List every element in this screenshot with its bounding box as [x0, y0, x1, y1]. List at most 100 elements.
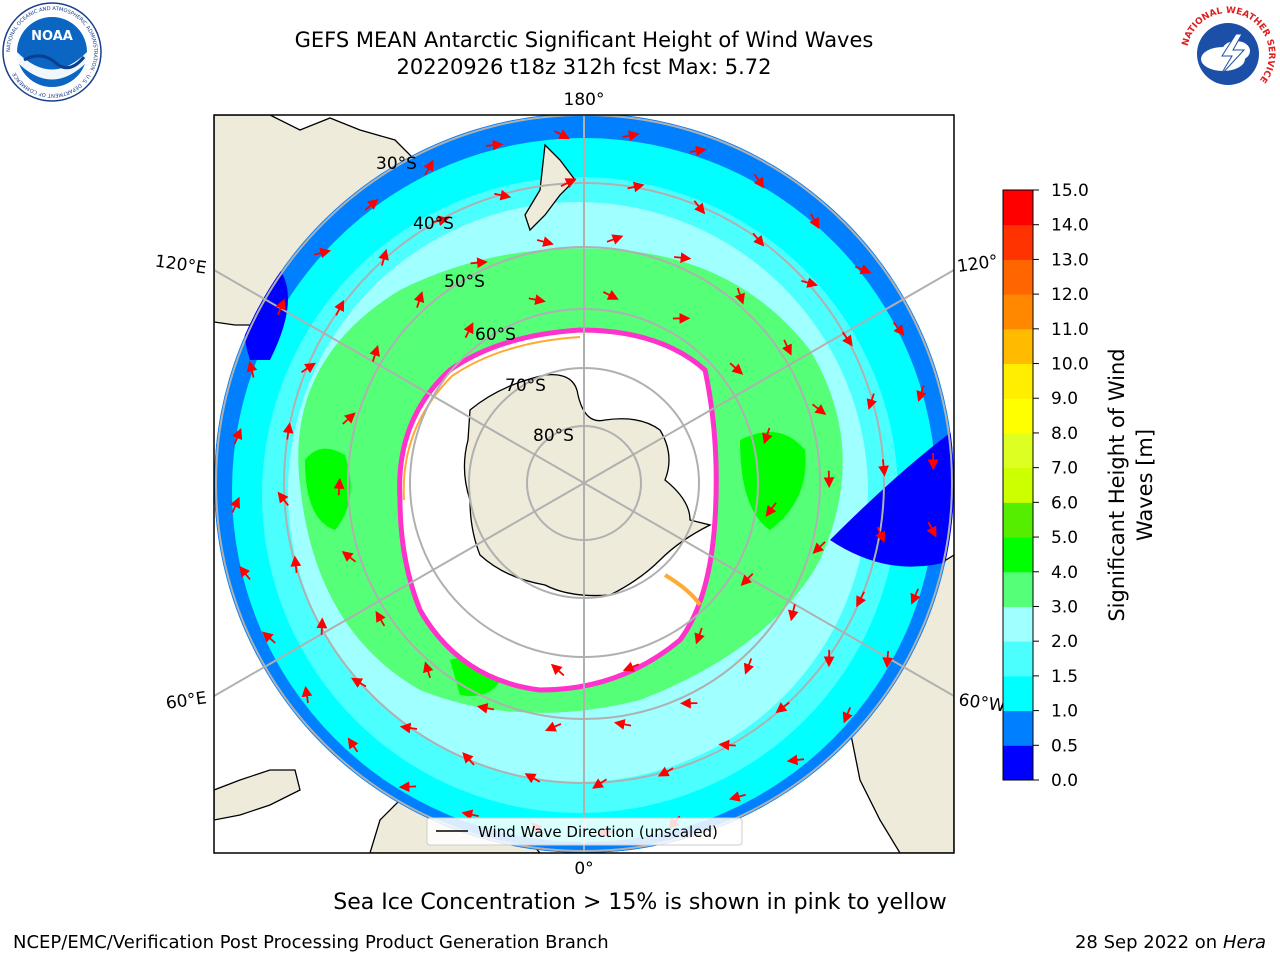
wave-direction-arrow	[316, 617, 328, 635]
wave-direction-arrow	[875, 526, 886, 543]
lon-label-180: 180°	[564, 90, 605, 110]
colorbar-tick-label: 2.0	[1051, 632, 1078, 652]
colorbar-swatch	[1003, 190, 1033, 226]
wave-direction-arrow	[811, 403, 827, 416]
colorbar-tick-label: 12.0	[1051, 285, 1089, 305]
lat-label-30s: 30°S	[376, 154, 417, 174]
wave-direction-arrow	[801, 277, 819, 288]
wave-direction-arrow	[622, 130, 640, 142]
colorbar-tick-label: 8.0	[1051, 424, 1078, 444]
wave-direction-arrow	[282, 422, 294, 440]
lat-label-50s: 50°S	[444, 272, 485, 292]
wave-direction-arrow	[550, 663, 565, 677]
colorbar-label-line2: Waves [m]	[1133, 429, 1157, 541]
wave-direction-arrow	[592, 778, 608, 789]
wave-direction-arrow	[613, 719, 632, 730]
colorbar-tick-label: 6.0	[1051, 493, 1078, 513]
footer-date-text: 28 Sep 2022 on	[1074, 932, 1218, 953]
lat-label-40s: 40°S	[413, 214, 454, 234]
wave-direction-arrow	[812, 541, 826, 554]
wave-direction-arrow	[718, 739, 736, 751]
colorbar-tick-label: 7.0	[1051, 459, 1078, 479]
wave-direction-arrow	[476, 702, 495, 714]
wave-direction-arrow	[262, 631, 276, 644]
colorbar-swatch	[1003, 745, 1033, 781]
colorbar-swatch	[1003, 675, 1033, 712]
wave-direction-arrow	[856, 591, 866, 608]
wave-direction-arrow	[866, 393, 878, 411]
colorbar-tick-label: 5.0	[1051, 528, 1078, 548]
colorbar-tick-label: 11.0	[1051, 320, 1089, 340]
wave-direction-arrow	[463, 322, 474, 339]
wave-direction-arrow	[470, 257, 488, 269]
colorbar-swatch	[1003, 259, 1033, 295]
wave-direction-arrow	[239, 565, 251, 581]
colorbar-swatch	[1003, 571, 1033, 607]
colorbar-swatch	[1003, 641, 1033, 677]
wave-direction-arrow	[674, 252, 692, 264]
colorbar-tick-label: 1.5	[1051, 667, 1078, 687]
wave-direction-arrow	[423, 159, 434, 176]
lon-label-60e: 60°E	[165, 688, 208, 713]
wave-direction-arrow	[765, 502, 777, 517]
wave-direction-arrow	[842, 706, 853, 724]
colorbar-tick-label: 13.0	[1051, 250, 1089, 270]
noaa-logo: NATIONAL OCEANIC AND ATMOSPHERIC ADMINIS…	[2, 2, 102, 102]
wave-direction-arrow	[693, 200, 706, 215]
chart-title: GEFS MEAN Antarctic Significant Height o…	[294, 28, 874, 52]
sea-ice-caption: Sea Ice Concentration > 15% is shown in …	[333, 890, 947, 915]
wave-direction-arrow	[351, 677, 367, 688]
wave-direction-arrow	[916, 385, 927, 403]
wave-direction-arrow	[369, 344, 380, 362]
wave-direction-arrow	[536, 236, 554, 247]
wave-direction-arrow	[627, 181, 645, 193]
wave-direction-arrow	[657, 766, 674, 777]
wave-direction-arrow	[524, 773, 541, 784]
wave-direction-arrow	[301, 685, 313, 704]
wave-direction-arrow	[622, 661, 640, 672]
wave-direction-arrow	[277, 491, 289, 506]
madagascar-land	[214, 769, 301, 821]
wave-direction-arrow	[753, 173, 765, 189]
colorbar-tick-label: 1.0	[1051, 702, 1078, 722]
map-frame	[213, 114, 955, 854]
wave-direction-arrow	[740, 572, 754, 586]
wave-direction-arrow	[809, 213, 820, 230]
colorbar-swatch	[1003, 710, 1033, 746]
lon-label-0: 0°	[574, 859, 593, 879]
wave-direction-arrow	[788, 604, 799, 622]
wave-direction-arrow	[728, 791, 746, 802]
svg-text:NOAA: NOAA	[31, 29, 73, 44]
wave-direction-arrow	[892, 321, 905, 337]
lat-label-70s: 70°S	[505, 376, 546, 396]
lat-label-80s: 80°S	[533, 426, 574, 446]
wave-direction-arrow	[602, 290, 619, 300]
wave-direction-arrow	[926, 521, 937, 538]
colorbar-swatch	[1003, 363, 1033, 399]
colorbar-tick-label: 14.0	[1051, 216, 1089, 236]
footer-machine: Hera	[1222, 932, 1266, 953]
wave-direction-arrow	[544, 721, 562, 732]
nws-logo: NATIONAL WEATHER SERVICE	[1179, 5, 1277, 103]
colorbar-swatch	[1003, 294, 1033, 330]
wave-direction-arrow	[461, 809, 479, 821]
wave-direction-arrow	[342, 412, 356, 425]
colorbar-swatch	[1003, 502, 1033, 538]
legend-label: Wind Wave Direction (unscaled)	[478, 823, 718, 841]
wind-wave-arrows	[230, 129, 939, 838]
colorbar-swatch	[1003, 432, 1033, 469]
wave-direction-arrow	[910, 588, 921, 605]
wave-direction-arrow	[364, 198, 379, 211]
wave-direction-arrow	[528, 294, 546, 305]
wave-direction-arrow	[423, 661, 434, 679]
footer-branch: NCEP/EMC/Verification Post Processing Pr…	[13, 932, 609, 953]
wave-direction-arrow	[878, 459, 889, 477]
colorbar-tick-label: 4.0	[1051, 563, 1078, 583]
colorbar-swatch	[1003, 398, 1033, 434]
wave-direction-arrow	[341, 550, 357, 563]
colorbar-swatch	[1003, 224, 1033, 260]
wave-direction-arrow	[486, 139, 504, 151]
colorbar-frame	[1002, 189, 1034, 781]
wave-direction-arrow	[689, 145, 707, 157]
